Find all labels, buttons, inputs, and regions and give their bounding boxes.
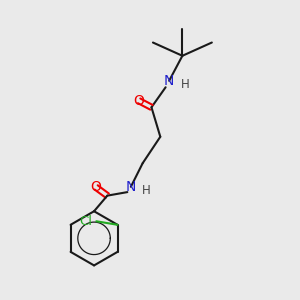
Text: O: O (134, 94, 145, 108)
Text: N: N (164, 74, 174, 88)
Text: H: H (181, 78, 190, 91)
Text: H: H (142, 184, 151, 197)
Text: N: N (126, 180, 136, 194)
Text: O: O (91, 180, 102, 194)
Text: Cl: Cl (79, 215, 92, 228)
